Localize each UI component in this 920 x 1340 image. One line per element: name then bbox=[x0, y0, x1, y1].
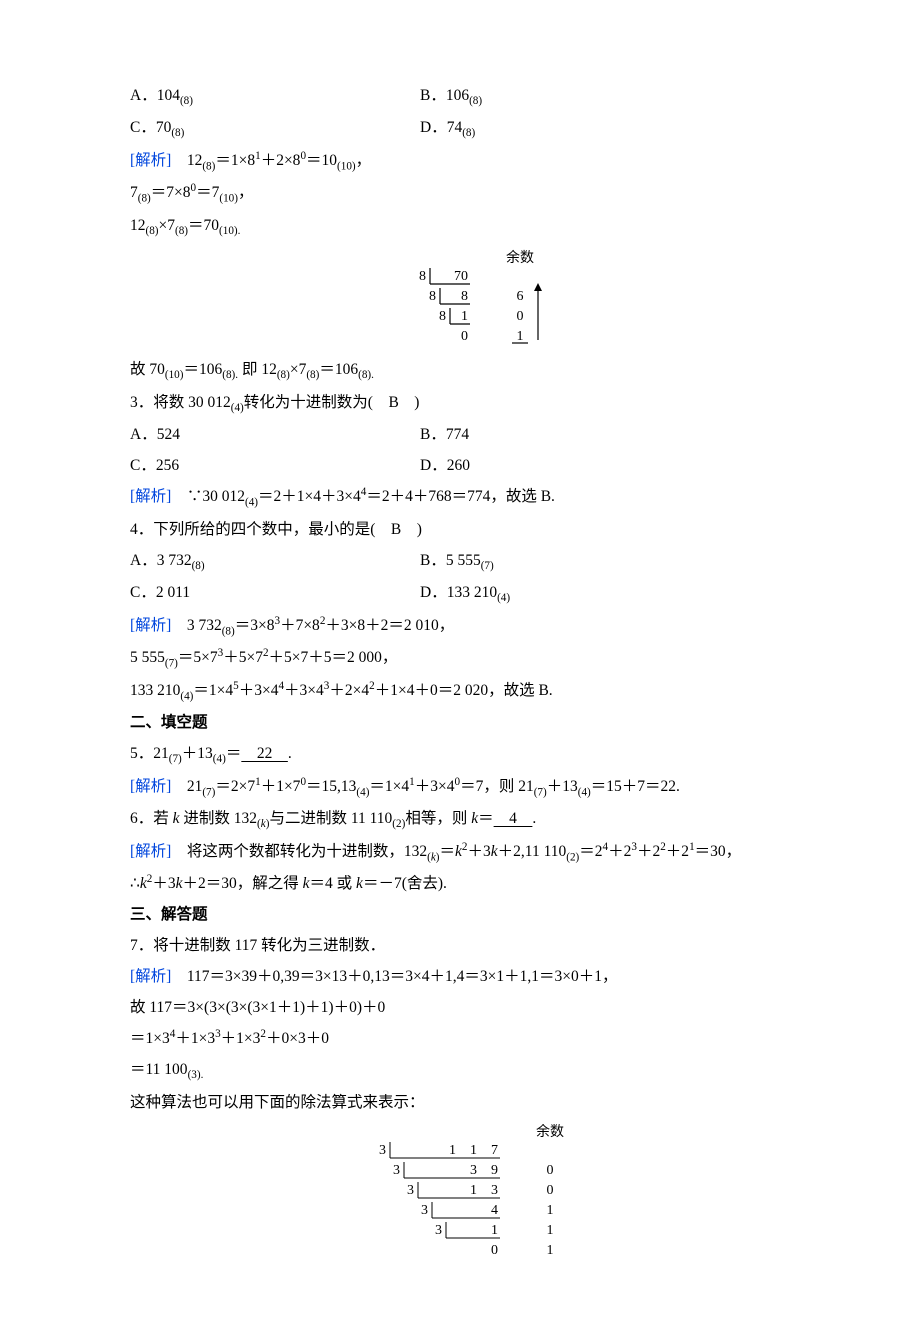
q3-opt-row-1: A．524 B．774 bbox=[130, 419, 810, 450]
q2-optA: A．104(8) bbox=[130, 80, 420, 112]
svg-text:0: 0 bbox=[517, 309, 524, 324]
q2-opt-row-1: A．104(8) B．106(8) bbox=[130, 80, 810, 112]
svg-text:1: 1 bbox=[547, 1243, 554, 1254]
svg-text:0: 0 bbox=[461, 329, 468, 344]
q3-optB: B．774 bbox=[420, 419, 469, 450]
svg-text:1: 1 bbox=[461, 309, 468, 324]
svg-text:6: 6 bbox=[517, 289, 524, 304]
q2-optD: D．74(8) bbox=[420, 112, 475, 144]
q3-opt-row-2: C．256 D．260 bbox=[130, 450, 810, 481]
q6-expl-1: [解析] 将这两个数都转化为十进制数，132(k)＝k2＋3k＋2,11 110… bbox=[130, 836, 810, 869]
expl-label: [解析] bbox=[130, 488, 171, 505]
svg-text:3: 3 bbox=[421, 1203, 428, 1218]
svg-text:3 9: 3 9 bbox=[470, 1163, 498, 1178]
q4-optD: D．133 210(4) bbox=[420, 577, 510, 609]
svg-text:1 1 7: 1 1 7 bbox=[449, 1143, 498, 1158]
expl-label: [解析] bbox=[130, 617, 171, 634]
svg-text:3: 3 bbox=[435, 1223, 442, 1238]
svg-text:1: 1 bbox=[547, 1203, 554, 1218]
q7-expl-3: ＝1×34＋1×33＋1×32＋0×3＋0 bbox=[130, 1023, 810, 1054]
svg-text:余数: 余数 bbox=[506, 249, 534, 266]
svg-text:1: 1 bbox=[517, 329, 524, 344]
svg-text:8: 8 bbox=[429, 289, 436, 304]
svg-text:3: 3 bbox=[393, 1163, 400, 1178]
q4-optA: A．3 732(8) bbox=[130, 545, 420, 577]
q4-stem: 4．下列所给的四个数中，最小的是( B ) bbox=[130, 514, 810, 545]
q4-expl-2: 5 555(7)＝5×73＋5×72＋5×7＋5＝2 000， bbox=[130, 642, 810, 675]
expl-label: [解析] bbox=[130, 843, 171, 860]
q2-expl-1: [解析] 12(8)＝1×81＋2×80＝10(10)， bbox=[130, 145, 810, 178]
q4-optB: B．5 555(7) bbox=[420, 545, 494, 577]
svg-text:0: 0 bbox=[547, 1183, 554, 1198]
svg-text:8: 8 bbox=[419, 269, 426, 284]
q2-optC: C．70(8) bbox=[130, 112, 420, 144]
svg-text:余数: 余数 bbox=[536, 1124, 564, 1140]
q2-expl-3: 12(8)×7(8)＝70(10). bbox=[130, 210, 810, 242]
svg-text:70: 70 bbox=[454, 269, 468, 284]
q6-expl-2: ∴k2＋3k＋2＝30，解之得 k＝4 或 k＝－7(舍去). bbox=[130, 868, 810, 899]
q4-opt-row-1: A．3 732(8) B．5 555(7) bbox=[130, 545, 810, 577]
expl-label: [解析] bbox=[130, 968, 171, 985]
q7-expl-4: ＝11 100(3). bbox=[130, 1054, 810, 1086]
q7-expl-2: 故 117＝3×(3×(3×(3×1＋1)＋1)＋0)＋0 bbox=[130, 992, 810, 1023]
q3-expl: [解析] ∵30 012(4)＝2＋1×4＋3×44＝2＋4＋768＝774，故… bbox=[130, 481, 810, 514]
svg-text:3: 3 bbox=[379, 1143, 386, 1158]
svg-text:3: 3 bbox=[407, 1183, 414, 1198]
expl-label: [解析] bbox=[130, 152, 171, 169]
expl-label: [解析] bbox=[130, 778, 171, 795]
q4-expl-1: [解析] 3 732(8)＝3×83＋7×82＋3×8＋2＝2 010， bbox=[130, 610, 810, 643]
svg-text:1: 1 bbox=[491, 1223, 498, 1238]
q7-note: 这种算法也可以用下面的除法算式来表示： bbox=[130, 1087, 810, 1118]
svg-text:4: 4 bbox=[491, 1203, 498, 1218]
q6-stem: 6．若 k 进制数 132(k)与二进制数 11 110(2)相等，则 k＝ 4… bbox=[130, 803, 810, 835]
q3-optC: C．256 bbox=[130, 450, 420, 481]
svg-text:8: 8 bbox=[461, 289, 468, 304]
section-3-heading: 三、解答题 bbox=[130, 899, 810, 930]
svg-text:1: 1 bbox=[547, 1223, 554, 1238]
q4-expl-3: 133 210(4)＝1×45＋3×44＋3×43＋2×42＋1×4＋0＝2 0… bbox=[130, 675, 810, 708]
section-2-heading: 二、填空题 bbox=[130, 707, 810, 738]
q3-optD: D．260 bbox=[420, 450, 470, 481]
q6-blank: 4 bbox=[494, 810, 533, 827]
q4-opt-row-2: C．2 011 D．133 210(4) bbox=[130, 577, 810, 609]
q5-expl: [解析] 21(7)＝2×71＋1×70＝15,13(4)＝1×41＋3×40＝… bbox=[130, 771, 810, 804]
svg-text:0: 0 bbox=[491, 1243, 498, 1254]
q7-division-ladder: 余数 3 1 1 7 0 3 3 9 0 3 1 3 1 3 4 1 3 1 1 0 bbox=[350, 1124, 590, 1254]
q2-expl-2: 7(8)＝7×80＝7(10)， bbox=[130, 177, 810, 210]
q3-stem: 3．将数 30 012(4)转化为十进制数为( B ) bbox=[130, 387, 810, 419]
q2-opt-row-2: C．70(8) D．74(8) bbox=[130, 112, 810, 144]
q2-optB: B．106(8) bbox=[420, 80, 482, 112]
svg-text:0: 0 bbox=[547, 1163, 554, 1178]
svg-text:1 3: 1 3 bbox=[470, 1183, 498, 1198]
q2-division-ladder: 余数87068808110 bbox=[370, 248, 570, 348]
q5-stem: 5．21(7)＋13(4)＝ 22 . bbox=[130, 738, 810, 770]
svg-text:8: 8 bbox=[439, 309, 446, 324]
q7-stem: 7．将十进制数 117 转化为三进制数． bbox=[130, 930, 810, 961]
q5-blank: 22 bbox=[241, 745, 288, 762]
q2-conclusion: 故 70(10)＝106(8). 即 12(8)×7(8)＝106(8). bbox=[130, 354, 810, 386]
q7-expl-1: [解析] 117＝3×39＋0,39＝3×13＋0,13＝3×4＋1,4＝3×1… bbox=[130, 961, 810, 992]
q3-optA: A．524 bbox=[130, 419, 420, 450]
q4-optC: C．2 011 bbox=[130, 577, 420, 609]
